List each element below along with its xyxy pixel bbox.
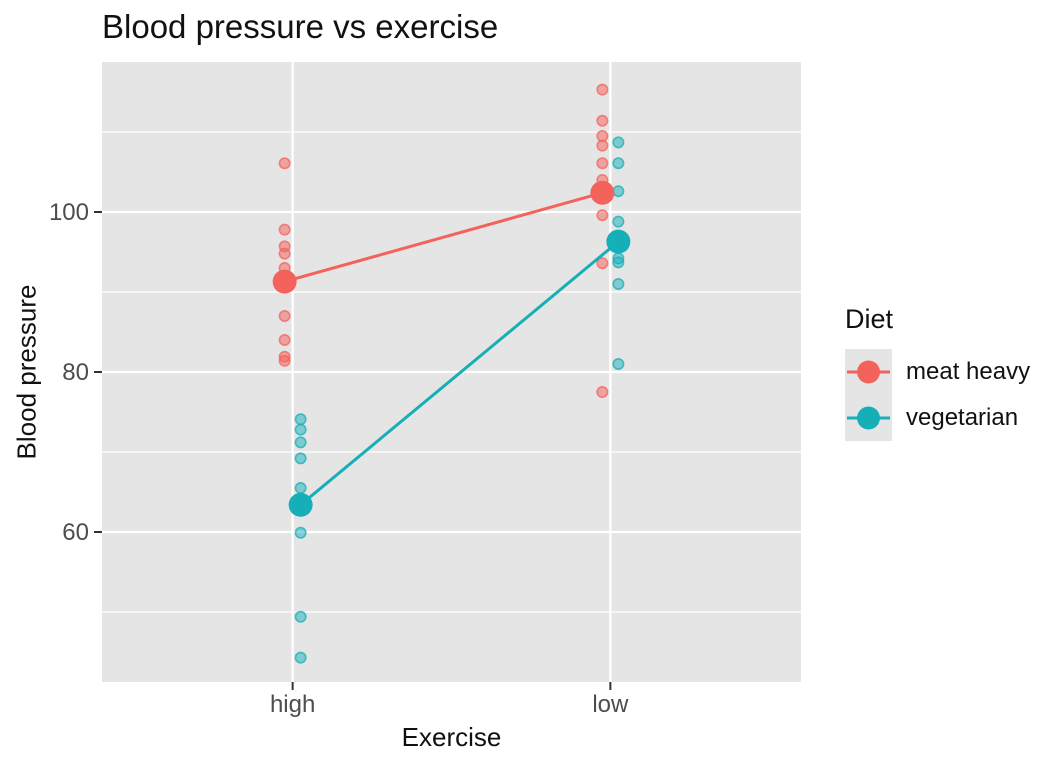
data-point: [612, 136, 625, 149]
data-point: [294, 610, 307, 623]
data-point: [596, 83, 609, 96]
data-point: [278, 223, 291, 236]
y-axis-title: Blood pressure: [11, 284, 42, 460]
data-point: [278, 247, 291, 260]
data-point: [278, 309, 291, 322]
data-point: [294, 436, 307, 449]
legend: Diet meat heavy vegetarian: [845, 304, 1030, 441]
data-point: [278, 157, 291, 170]
y-tick-label: 80: [62, 359, 89, 386]
mean-point: [606, 229, 631, 254]
data-point: [612, 215, 625, 228]
legend-key-meat-heavy-icon: [845, 349, 892, 395]
data-point: [612, 277, 625, 290]
legend-point: [857, 360, 880, 384]
legend-key-vegetarian-icon: [845, 395, 892, 441]
data-point: [278, 354, 291, 367]
data-point: [294, 526, 307, 539]
data-point: [596, 157, 609, 170]
data-point: [294, 481, 307, 494]
data-point: [596, 385, 609, 398]
legend-label-meat-heavy: meat heavy: [906, 358, 1031, 385]
legend-title: Diet: [845, 304, 894, 334]
mean-line: [284, 191, 603, 284]
data-point: [596, 209, 609, 222]
legend-point: [857, 406, 880, 430]
legend-entry-vegetarian: vegetarian: [845, 395, 1030, 441]
data-point: [612, 357, 625, 370]
mean-point: [590, 180, 615, 205]
data-point: [596, 114, 609, 127]
y-tick-label: 60: [62, 519, 89, 546]
data-point: [612, 256, 625, 269]
data-point: [596, 257, 609, 270]
plot-title: Blood pressure vs exercise: [102, 8, 499, 45]
data-point: [612, 157, 625, 170]
mean-point: [288, 492, 313, 517]
y-tick-label: 100: [49, 199, 89, 226]
legend-entry-meat-heavy: meat heavy: [845, 349, 1030, 395]
x-axis-title: Exercise: [401, 722, 502, 752]
data-point: [294, 651, 307, 664]
data-point: [294, 452, 307, 465]
x-tick-label: high: [270, 691, 315, 718]
data-point: [612, 185, 625, 198]
data-point: [294, 423, 307, 436]
legend-label-vegetarian: vegetarian: [906, 404, 1019, 431]
data-point: [596, 139, 609, 152]
mean-line: [299, 240, 620, 506]
x-tick-label: low: [592, 691, 629, 718]
data-point: [294, 413, 307, 426]
mean-point: [272, 269, 297, 294]
data-point: [278, 333, 291, 346]
